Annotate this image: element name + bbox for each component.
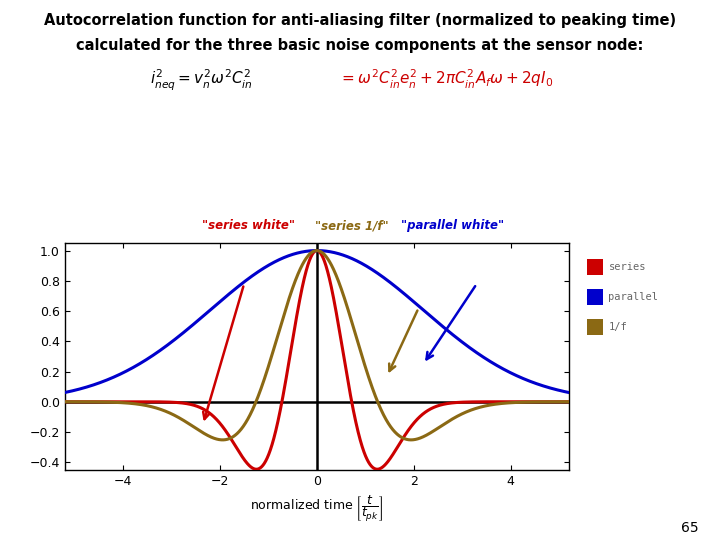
Text: "parallel white": "parallel white"	[400, 219, 504, 232]
Text: $i^2_{neq} = v^2_n \omega^2 C^2_{in}$: $i^2_{neq} = v^2_n \omega^2 C^2_{in}$	[150, 68, 253, 92]
Text: "series white": "series white"	[202, 219, 295, 232]
Text: "series 1/f": "series 1/f"	[315, 219, 388, 232]
Text: Autocorrelation function for anti-aliasing filter (normalized to peaking time): Autocorrelation function for anti-aliasi…	[44, 14, 676, 29]
Text: 1/f: 1/f	[608, 322, 627, 332]
Text: 65: 65	[681, 521, 698, 535]
Text: series: series	[608, 262, 646, 272]
X-axis label: normalized time $\left[\dfrac{t}{t_{pk}}\right]$: normalized time $\left[\dfrac{t}{t_{pk}}…	[250, 493, 384, 523]
Text: $= \omega^2 C^2_{in} e^2_n + 2\pi C^2_{in} A_f \omega + 2qI_0$: $= \omega^2 C^2_{in} e^2_n + 2\pi C^2_{i…	[339, 68, 554, 91]
Text: parallel: parallel	[608, 292, 658, 302]
Text: calculated for the three basic noise components at the sensor node:: calculated for the three basic noise com…	[76, 38, 644, 53]
